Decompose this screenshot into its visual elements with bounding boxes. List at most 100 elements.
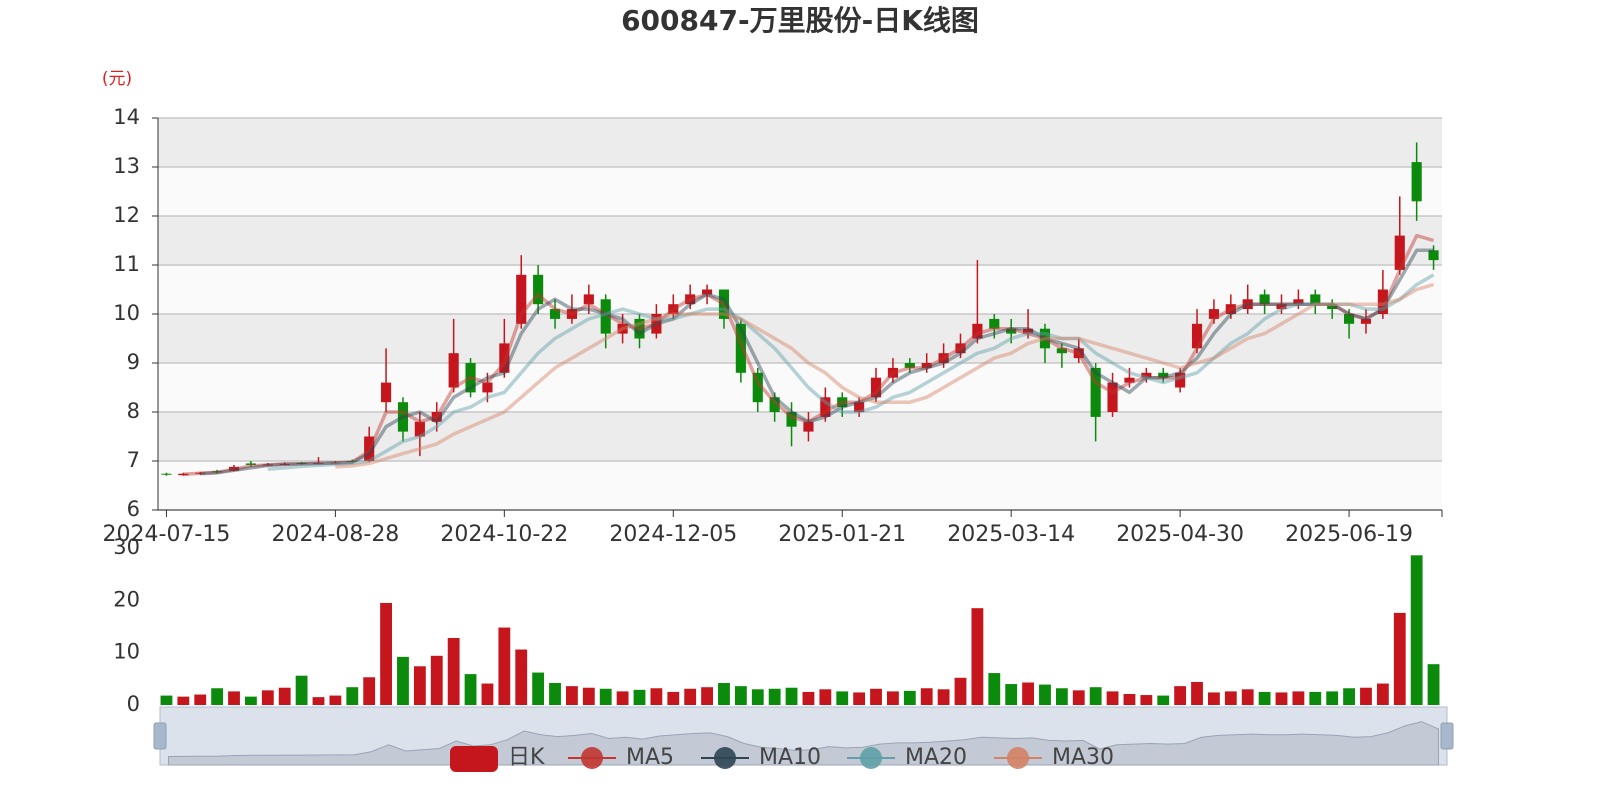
volume-bar <box>920 688 933 705</box>
candle-body <box>1276 304 1287 310</box>
volume-bar <box>988 673 1001 705</box>
volume-bar <box>870 688 882 705</box>
volume-bar <box>785 687 798 705</box>
volume-bar <box>1055 688 1068 705</box>
y-tick-label: 7 <box>127 448 140 472</box>
volume-bar <box>211 688 224 705</box>
volume-bar <box>1191 681 1203 705</box>
legend-label[interactable]: MA10 <box>759 745 821 770</box>
candle-body <box>752 372 763 403</box>
x-tick-label: 2025-04-30 <box>1116 522 1244 547</box>
candle-body <box>921 363 932 368</box>
candle-body <box>516 274 527 324</box>
volume-bar <box>751 689 764 705</box>
candle-body <box>431 412 442 422</box>
candle-body <box>1158 372 1169 378</box>
y-tick-label: 6 <box>127 497 140 521</box>
candle-body <box>1259 294 1270 305</box>
candle-body <box>887 367 898 378</box>
volume-bar <box>312 697 325 705</box>
candle-body <box>583 294 594 305</box>
grid-band <box>158 118 1442 167</box>
legend-label[interactable]: MA5 <box>626 745 674 770</box>
volume-bar <box>903 690 916 705</box>
volume-bar <box>177 696 190 705</box>
volume-bar <box>245 696 257 705</box>
candle-body <box>549 309 561 319</box>
volume-bar <box>278 687 291 705</box>
candle-body <box>1175 372 1186 388</box>
candle-body <box>330 462 341 464</box>
volume-bar <box>684 688 697 705</box>
legend-label[interactable]: 日K <box>508 745 545 770</box>
candle-body <box>381 382 392 403</box>
candle-body <box>854 402 865 412</box>
candle-body <box>1411 162 1422 202</box>
legend-label[interactable]: MA20 <box>905 745 967 770</box>
volume-bar <box>194 694 207 705</box>
volume-tick-label: 0 <box>127 692 140 716</box>
x-tick-label: 2025-06-19 <box>1285 522 1413 547</box>
volume-bar <box>836 691 849 705</box>
volume-bar <box>380 602 392 705</box>
candle-body <box>1310 294 1321 305</box>
volume-bar <box>498 627 511 705</box>
volume-bar <box>549 683 561 705</box>
grid-band <box>158 363 1442 412</box>
candle-body <box>634 318 645 339</box>
volume-bar <box>1258 691 1271 705</box>
candle-body <box>262 464 273 466</box>
candle-body <box>212 471 223 473</box>
volume-bar <box>228 691 240 705</box>
zoom-handle <box>153 722 167 750</box>
volume-bar <box>971 608 984 705</box>
ma-line <box>200 248 1434 476</box>
volume-bar <box>667 691 680 705</box>
volume-bar <box>802 691 815 705</box>
volume-bar <box>887 691 899 705</box>
volume-bar <box>363 677 376 705</box>
volume-bar <box>1241 689 1254 705</box>
y-tick-label: 9 <box>127 350 140 374</box>
volume-bar <box>633 689 646 705</box>
volume-bar <box>616 691 629 705</box>
volume-bar <box>515 649 528 705</box>
volume-bar <box>734 686 747 705</box>
candle-body <box>1141 372 1152 378</box>
x-tick-label: 2024-12-05 <box>609 522 737 547</box>
candle-body <box>1090 367 1101 417</box>
y-tick-label: 8 <box>127 399 140 423</box>
volume-bar <box>1292 691 1305 705</box>
volume-bar <box>599 688 612 705</box>
grid-band <box>158 314 1442 363</box>
candle-body <box>1208 309 1219 319</box>
x-tick-label: 2024-08-28 <box>271 522 399 547</box>
y-tick-label: 13 <box>113 154 140 178</box>
volume-bar <box>650 688 663 705</box>
volume-bar <box>1039 684 1051 705</box>
volume-bar <box>1360 687 1372 705</box>
candle-body <box>347 461 358 462</box>
volume-bar <box>295 675 308 705</box>
candle-body <box>178 473 189 476</box>
candle-body <box>972 323 983 339</box>
y-tick-label: 10 <box>113 301 140 325</box>
candle-body <box>735 323 746 373</box>
volume-bar <box>1275 692 1288 705</box>
candle-body <box>1344 314 1355 324</box>
candle-body <box>769 397 780 412</box>
candle-body <box>279 463 290 465</box>
candle-body <box>1107 382 1118 412</box>
candle-body <box>870 377 882 398</box>
candle-body <box>245 463 256 465</box>
volume-bar <box>413 666 426 705</box>
candle-body <box>617 323 628 334</box>
candle-body <box>1428 250 1439 261</box>
candle-body <box>786 412 797 427</box>
candle-body <box>566 309 577 319</box>
legend-label[interactable]: MA30 <box>1052 745 1114 770</box>
ma-line <box>267 273 1435 472</box>
candle-body <box>837 397 848 408</box>
volume-bar <box>853 692 866 705</box>
